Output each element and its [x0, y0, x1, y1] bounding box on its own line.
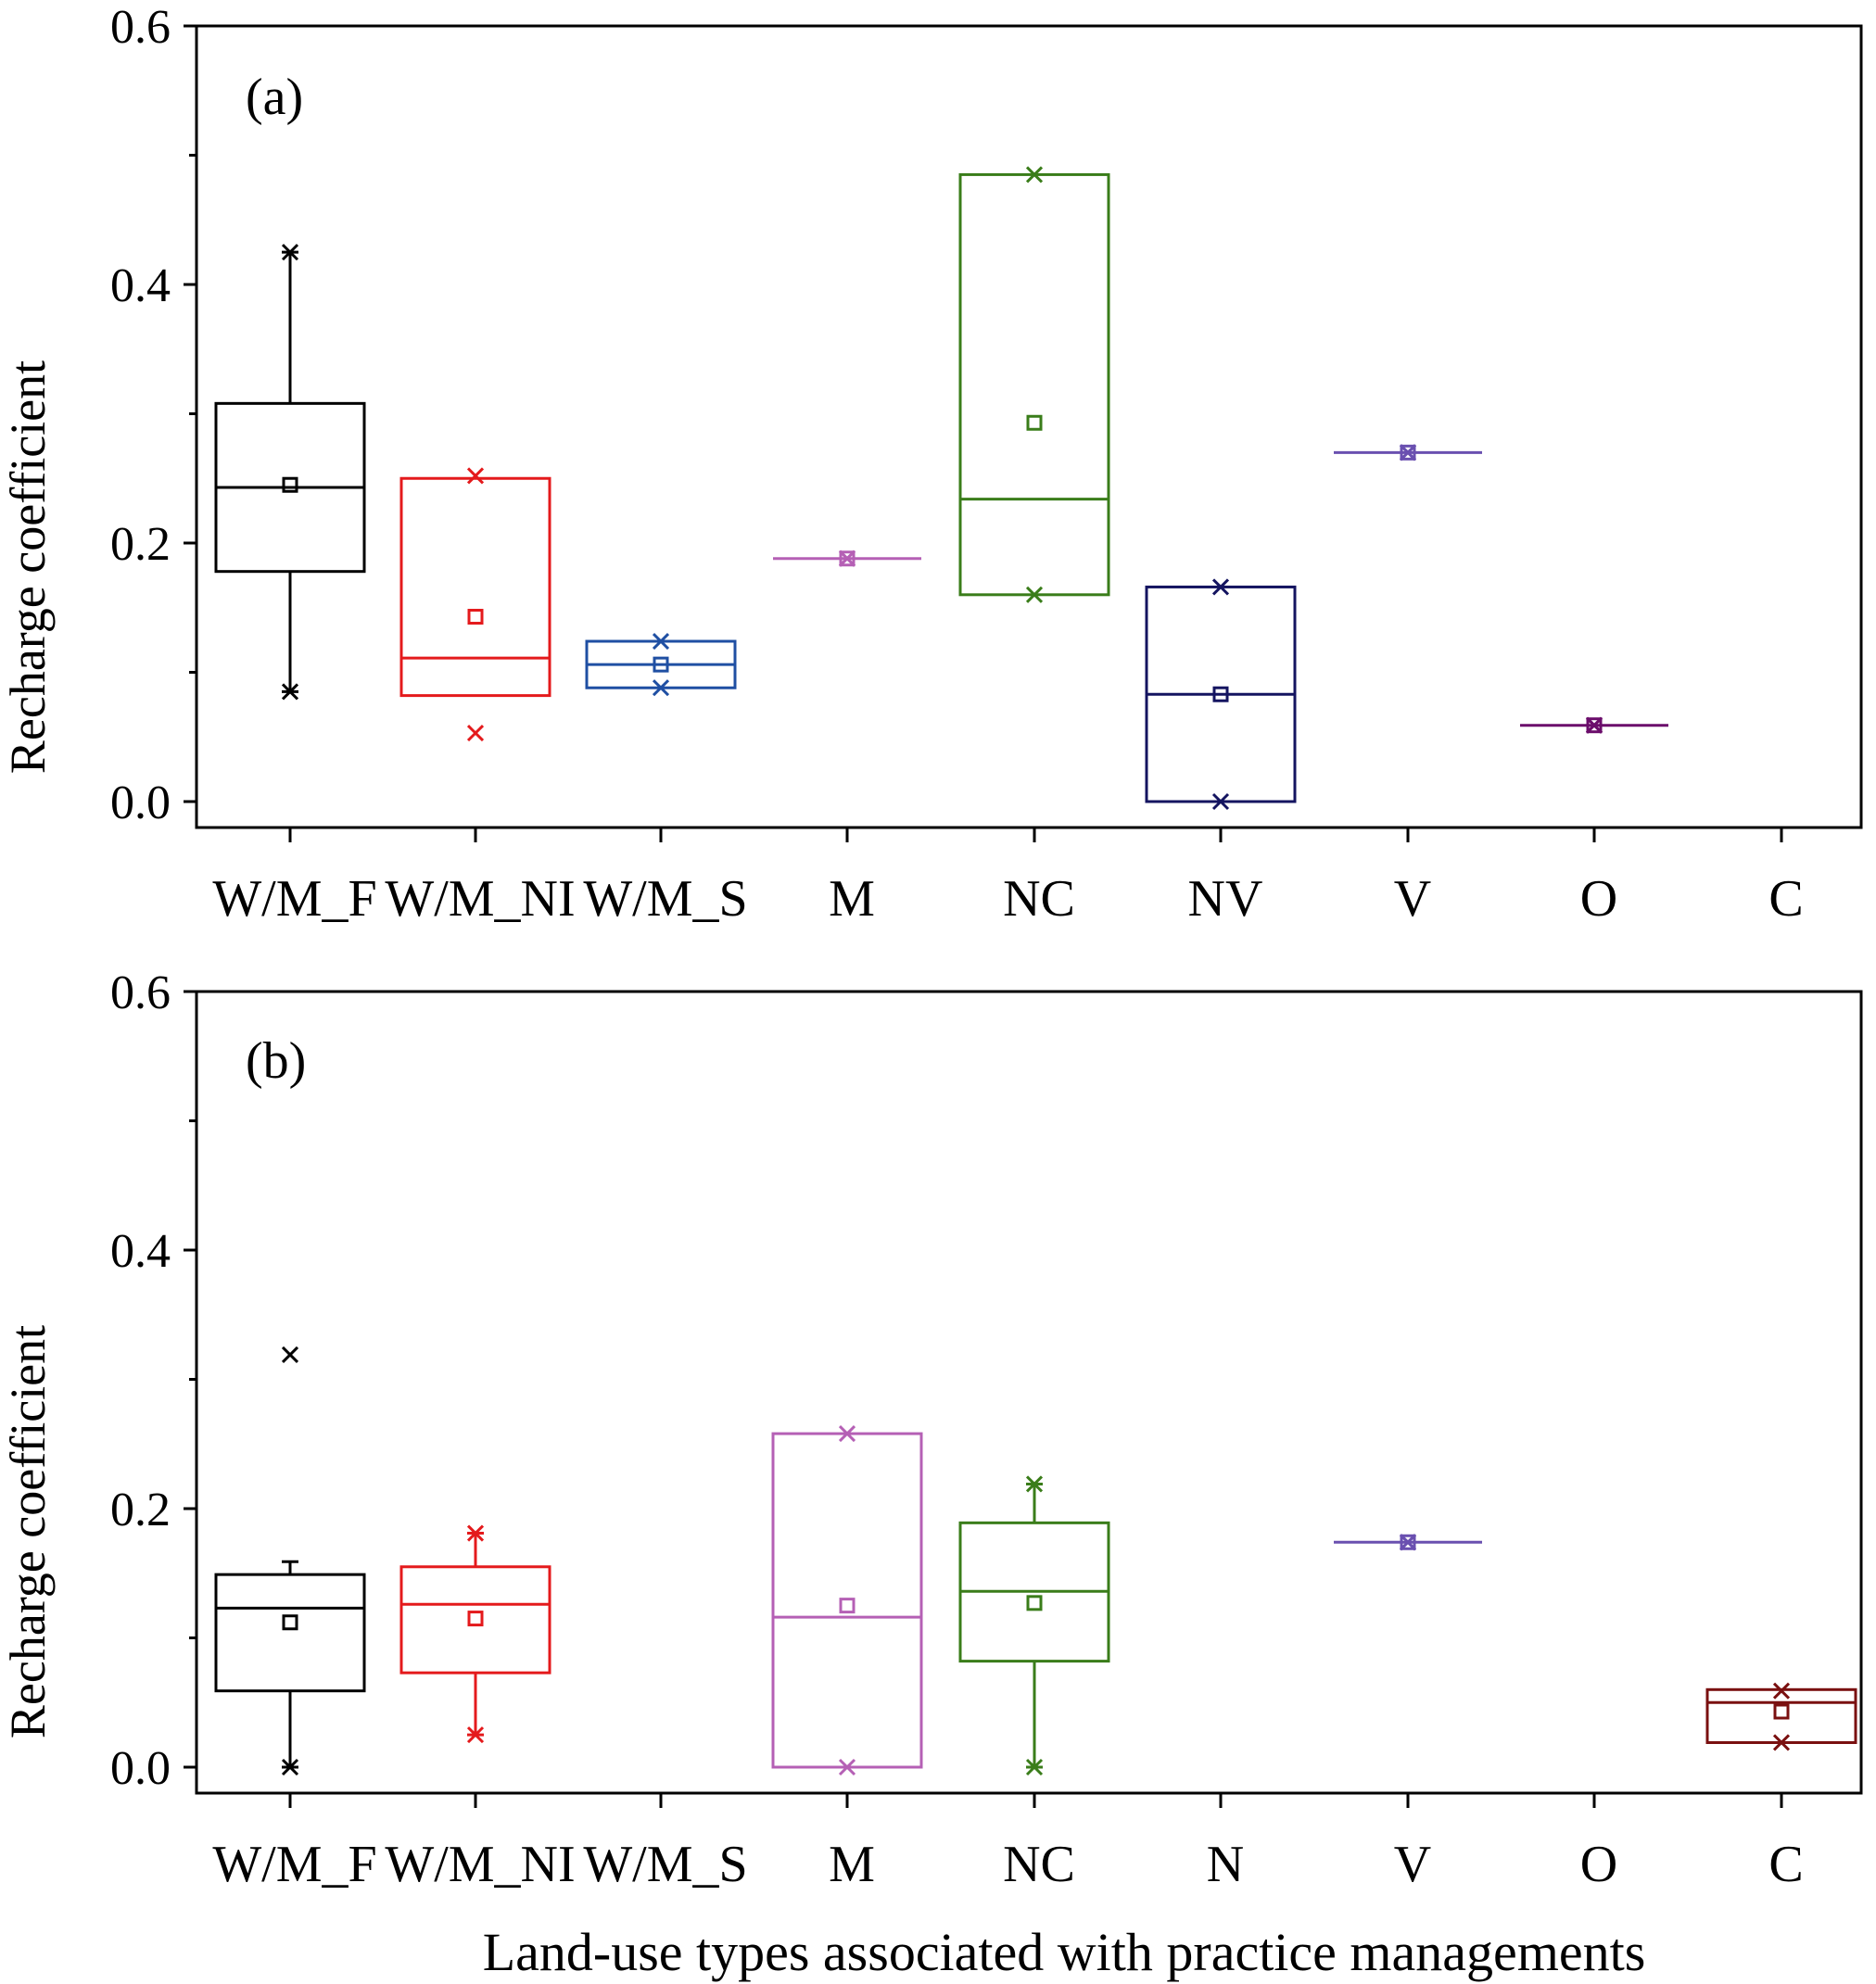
max-marker [1025, 1475, 1044, 1493]
mean-marker [467, 1611, 484, 1627]
x-tick-label-m: M [829, 870, 875, 928]
box-w-m-s [585, 632, 737, 697]
x-tick-label-nv: NV [1188, 870, 1263, 928]
mean-marker [839, 550, 856, 567]
max-marker [466, 467, 485, 485]
x-tick-label-v: V [1394, 870, 1431, 928]
x-tick-label-c: C [1768, 870, 1803, 928]
box-body [399, 1565, 551, 1674]
box-nc [958, 1475, 1110, 1776]
max-marker [281, 1346, 299, 1364]
x-tick-label-w-m-f: W/M_F [212, 1836, 376, 1893]
box-body [958, 172, 1110, 597]
box-v [1334, 1534, 1482, 1551]
box-m [773, 550, 921, 567]
mean-marker [1212, 686, 1229, 702]
y-tick-label: 0.6 [110, 967, 171, 1019]
max-marker [1025, 166, 1044, 183]
y-tick-label: 0.6 [110, 1, 171, 54]
mean-marker [1026, 414, 1043, 431]
y-tick-label: 0.4 [110, 259, 171, 312]
x-tick-label-v: V [1394, 1836, 1431, 1893]
x-tick-label-nc: NC [1003, 870, 1075, 928]
box-w-m-ni [399, 1524, 551, 1744]
box-o [1520, 716, 1668, 734]
max-marker [652, 632, 670, 651]
panel-label: (a) [246, 69, 303, 126]
y-tick-label: 0.0 [110, 777, 171, 829]
box-m [771, 1425, 923, 1776]
mean-marker [1586, 717, 1603, 734]
box-body [399, 476, 551, 698]
box-v [1334, 444, 1482, 461]
box-c [1705, 1682, 1857, 1751]
x-tick-label-w-m-s: W/M_S [583, 1836, 747, 1893]
x-tick-label-w-m-ni: W/M_NI [385, 870, 575, 928]
mean-marker [1400, 1534, 1416, 1550]
min-marker [281, 683, 299, 701]
mean-marker [1773, 1703, 1790, 1720]
min-marker [466, 1726, 485, 1744]
panel-b: 0.0 0.2 0.4 0.6 Recharge coefficient (b) W/M_F… [0, 967, 1863, 1893]
max-marker [281, 244, 299, 261]
box-w-m-f [214, 244, 366, 701]
panel-label: (b) [246, 1032, 306, 1090]
mean-marker [282, 476, 298, 493]
box-body [214, 1573, 366, 1693]
min-marker [1211, 792, 1230, 811]
max-marker [838, 550, 856, 567]
x-tick-label-w-m-s: W/M_S [583, 870, 747, 928]
box-w-m-ni [399, 467, 551, 742]
max-marker [1399, 444, 1417, 461]
mean-marker [467, 609, 484, 626]
mean-marker [1400, 444, 1416, 461]
x-tick-label-o: O [1580, 1836, 1617, 1893]
x-tick-label-m: M [829, 1836, 875, 1893]
max-marker [1211, 578, 1230, 596]
x-tick-label-w-m-ni: W/M_NI [385, 1836, 575, 1893]
min-marker [281, 1758, 299, 1776]
max-marker [1585, 716, 1603, 734]
x-tick-label-o: O [1580, 870, 1617, 928]
box-nc [958, 166, 1110, 603]
panel-a: 0.0 0.2 0.4 0.6 Recharge coefficient (a) W/M_F… [0, 1, 1863, 928]
y-axis-label: Recharge coefficient [0, 1325, 56, 1738]
max-marker [466, 1524, 485, 1542]
y-tick-label: 0.2 [110, 518, 171, 571]
min-marker [1025, 586, 1044, 603]
box-body [1705, 1687, 1857, 1744]
box-w-m-f [214, 1346, 366, 1776]
plot-frame [195, 990, 1863, 1795]
min-marker [1025, 1758, 1044, 1776]
max-marker [1772, 1682, 1791, 1700]
max-marker [1399, 1534, 1417, 1551]
box-nv [1145, 578, 1297, 811]
min-marker [466, 725, 485, 742]
x-tick-label-nc: NC [1003, 1836, 1075, 1893]
max-marker [838, 1425, 856, 1443]
min-marker [1772, 1734, 1791, 1751]
min-marker [652, 679, 670, 697]
mean-marker [1026, 1595, 1043, 1611]
mean-marker [839, 1598, 856, 1614]
x-tick-label-n: N [1207, 1836, 1244, 1893]
min-marker [838, 1758, 856, 1776]
y-tick-label: 0.4 [110, 1225, 171, 1278]
y-tick-label: 0.2 [110, 1484, 171, 1536]
plot-frame [195, 24, 1863, 829]
x-tick-label-c: C [1768, 1836, 1803, 1893]
x-axis-label: Land-use types associated with practice … [483, 1922, 1646, 1982]
x-tick-label-w-m-f: W/M_F [212, 870, 376, 928]
y-tick-label: 0.0 [110, 1742, 171, 1795]
y-axis-label: Recharge coefficient [0, 360, 56, 774]
mean-marker [282, 1614, 298, 1631]
mean-marker [653, 656, 669, 673]
